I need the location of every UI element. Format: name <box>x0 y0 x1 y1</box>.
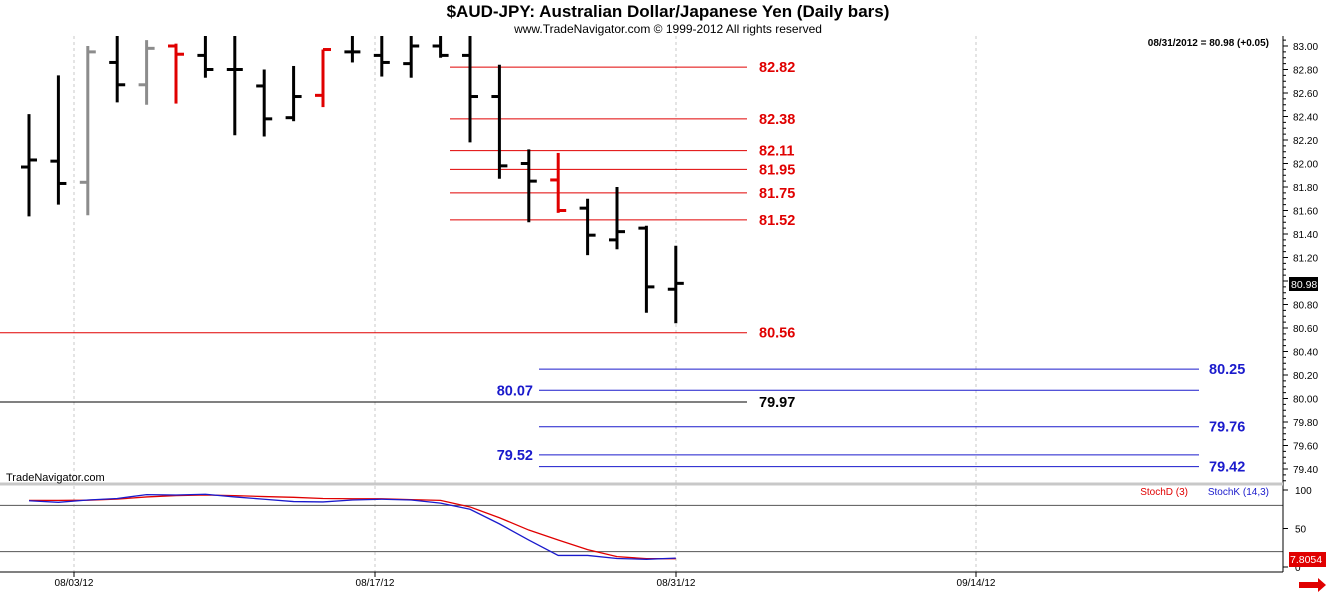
y-tick-label: 79.60 <box>1293 442 1318 453</box>
level-label: 79.42 <box>1209 460 1245 476</box>
y-tick-label: 82.20 <box>1293 136 1318 147</box>
ohlc-bar <box>609 187 625 250</box>
y-tick-label: 79.40 <box>1293 465 1318 476</box>
watermark: TradeNavigator.com <box>6 472 105 484</box>
ohlc-bar <box>344 36 361 63</box>
level-label: 80.07 <box>497 383 533 399</box>
level-label: 79.97 <box>759 395 795 411</box>
ohlc-bar <box>21 114 37 217</box>
level-label: 82.38 <box>759 112 795 128</box>
level-label: 81.75 <box>759 186 795 202</box>
ohlc-bar <box>197 36 214 78</box>
scroll-right-arrow-icon[interactable] <box>1299 578 1326 592</box>
level-label: 79.76 <box>1209 420 1245 436</box>
y-tick-label: 82.80 <box>1293 66 1318 77</box>
y-tick-label: 81.20 <box>1293 254 1318 265</box>
ohlc-bar <box>315 48 331 108</box>
level-label: 82.82 <box>759 60 795 76</box>
stoch-tick-label: 50 <box>1295 525 1307 536</box>
ohlc-bar <box>638 225 655 313</box>
stoch-k-line <box>28 493 676 560</box>
y-tick-label: 79.80 <box>1293 418 1318 429</box>
ohlc-bar <box>285 65 302 122</box>
ohlc-bar <box>50 75 67 205</box>
ohlc-bar <box>109 36 126 103</box>
y-tick-label: 82.00 <box>1293 160 1318 171</box>
y-tick-label: 80.80 <box>1293 301 1318 312</box>
stoch-d-line <box>29 494 676 560</box>
current-price-tag: 80.98 <box>1291 279 1317 291</box>
x-tick-label: 08/17/12 <box>356 578 395 589</box>
stochastic-panel <box>0 493 1283 560</box>
stoch-value-tag: 7.8054 <box>1290 554 1322 566</box>
level-label: 82.11 <box>759 144 795 160</box>
y-tick-label: 80.20 <box>1293 371 1318 382</box>
chart-title: $AUD-JPY: Australian Dollar/Japanese Yen… <box>446 2 890 21</box>
price-tag: 80.98 <box>1289 277 1318 291</box>
y-tick-label: 81.80 <box>1293 183 1318 194</box>
ohlc-bar <box>667 245 684 324</box>
last-quote: 08/31/2012 = 80.98 (+0.05) <box>1148 38 1269 49</box>
stoch-legend: StochD (3) StochK (14,3) <box>1140 487 1269 498</box>
y-tick-label: 82.40 <box>1293 113 1318 124</box>
ohlc-bar <box>79 46 96 216</box>
ohlc-bar <box>138 40 155 105</box>
ohlc-bar <box>373 36 390 77</box>
ohlc-bar <box>462 36 478 143</box>
stoch-tag: 7.8054 <box>1289 552 1326 567</box>
grid-layer <box>73 36 977 572</box>
ohlc-bar <box>256 69 273 137</box>
ohlc-bar <box>491 64 508 179</box>
legend-stochd: StochD (3) <box>1140 487 1188 498</box>
y-tick-label: 80.40 <box>1293 348 1318 359</box>
stoch-tick-label: 0 <box>1295 563 1301 574</box>
x-tick-label: 08/03/12 <box>55 578 94 589</box>
ohlc-bar <box>168 43 184 104</box>
x-tick-label: 09/14/12 <box>957 578 996 589</box>
y-tick-label: 81.60 <box>1293 207 1318 218</box>
price-bars <box>21 36 684 324</box>
legend-stochk: StochK (14,3) <box>1208 487 1269 498</box>
copyright-text: www.TradeNavigator.com © 1999-2012 All r… <box>514 22 822 36</box>
y-tick-label: 83.00 <box>1293 42 1318 53</box>
x-tick-label: 08/31/12 <box>657 578 696 589</box>
level-label: 80.56 <box>759 326 795 342</box>
ohlc-bar <box>579 198 596 256</box>
level-label: 79.52 <box>497 448 533 464</box>
level-label: 81.95 <box>759 162 795 178</box>
ohlc-bar <box>432 36 449 58</box>
y-tick-label: 80.00 <box>1293 395 1318 406</box>
ohlc-bar <box>226 36 243 136</box>
ohlc-bar <box>520 149 537 223</box>
y-tick-label: 81.40 <box>1293 230 1318 241</box>
level-label: 80.25 <box>1209 362 1245 378</box>
y-tick-label: 80.60 <box>1293 324 1318 335</box>
level-label: 81.52 <box>759 213 795 229</box>
stoch-tick-label: 100 <box>1295 486 1312 497</box>
ohlc-bar <box>403 36 420 78</box>
axes: 08/03/12 08/17/12 08/31/12 09/14/12 83.00 82.… <box>0 36 1318 589</box>
ohlc-bar <box>550 152 567 213</box>
y-tick-label: 82.60 <box>1293 89 1318 100</box>
level-lines: 82.82 82.38 82.11 81.95 81.75 81.52 80.56 80.25… <box>0 60 1245 476</box>
